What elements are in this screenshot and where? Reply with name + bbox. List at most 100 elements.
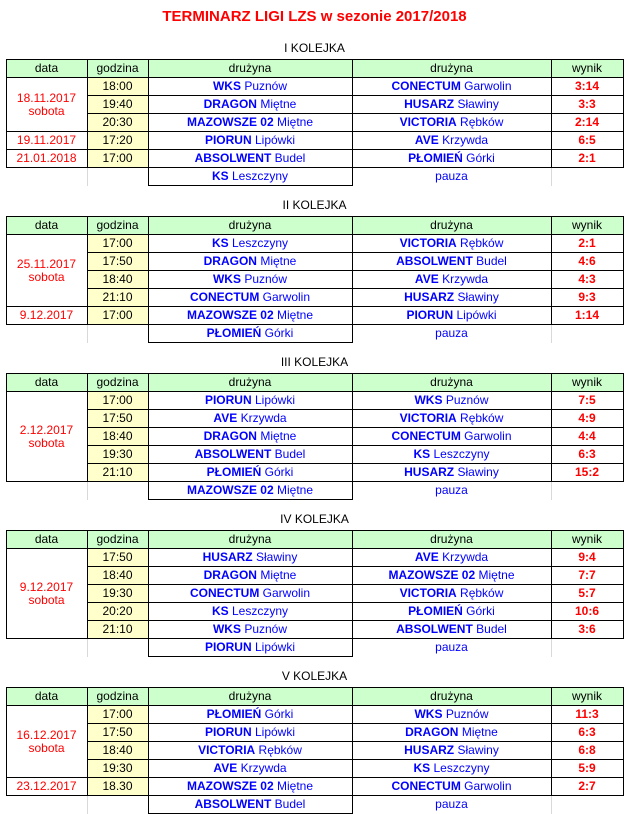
score-cell: 3:3: [550, 95, 624, 114]
match-row: 18.11.2017 sobota 18:00 WKS Puznów CONECT…: [5, 77, 624, 132]
away-team-cell: HUSARZ Sławiny: [351, 463, 552, 482]
away-team-cell: DRAGON Miętne: [351, 723, 552, 742]
round-label-4: IV KOLEJKA: [280, 512, 349, 526]
home-team-cell: CONECTUM Garwolin: [147, 288, 353, 307]
pauza-spacer: [87, 481, 148, 500]
col-header-druzyna-away: drużyna: [351, 373, 552, 392]
match-row: 21:10 CONECTUM Garwolin HUSARZ Sławiny 9…: [6, 288, 624, 307]
col-header-godzina: godzina: [86, 530, 149, 549]
col-header-godzina: godzina: [86, 216, 149, 235]
match-row: 20:30 MAZOWSZE 02 Miętne VICTORIA Rębków…: [6, 113, 624, 132]
home-team-cell: VICTORIA Rębków: [147, 741, 353, 760]
day-text: sobota: [28, 740, 65, 755]
col-header-data: data: [5, 530, 88, 549]
pauza-label-cell: pauza: [435, 169, 468, 184]
away-team-cell: CONECTUM Garwolin: [351, 427, 552, 446]
table-header-row: data godzina drużyna drużyna wynik: [5, 59, 624, 78]
score-cell: 1:14: [550, 306, 624, 325]
score-cell: 10:6: [550, 602, 624, 621]
date-cell: 23.12.2017: [5, 777, 88, 796]
time-cell: 17:00: [86, 306, 149, 325]
pauza-team-cell: ABSOLWENT Budel: [147, 795, 353, 814]
away-team-cell: ABSOLWENT Budel: [351, 620, 552, 639]
home-team-cell: PIORUN Lipówki: [147, 131, 353, 150]
col-header-druzyna-away: drużyna: [351, 59, 552, 78]
match-row: 17:50 DRAGON Miętne ABSOLWENT Budel 4:6: [6, 252, 624, 271]
score-cell: 9:3: [550, 288, 624, 307]
time-cell: 17:50: [86, 548, 149, 567]
home-team-cell: DRAGON Miętne: [147, 252, 353, 271]
col-header-wynik: wynik: [550, 216, 624, 235]
pauza-team-cell: PIORUN Lipówki: [147, 638, 353, 657]
pauza-row: MAZOWSZE 02 Miętne pauza: [6, 481, 623, 500]
col-header-data: data: [5, 373, 88, 392]
home-team-cell: CONECTUM Garwolin: [147, 584, 353, 603]
away-team-cell: ABSOLWENT Budel: [351, 252, 552, 271]
away-team-cell: CONECTUM Garwolin: [351, 77, 552, 96]
away-team-cell: PIORUN Lipówki: [351, 306, 552, 325]
away-team-cell: PŁOMIEŃ Górki: [351, 602, 552, 621]
pauza-spacer: [87, 795, 148, 814]
away-team-cell: WKS Puznów: [351, 391, 552, 410]
time-cell: 17:50: [86, 252, 149, 271]
pauza-spacer: [550, 638, 623, 657]
home-team-cell: ABSOLWENT Budel: [147, 149, 353, 168]
pauza-spacer: [6, 795, 88, 814]
col-header-godzina: godzina: [86, 687, 149, 706]
away-team-cell: CONECTUM Garwolin: [351, 777, 552, 796]
home-team-cell: PŁOMIEŃ Górki: [147, 463, 353, 482]
home-team-cell: MAZOWSZE 02 Miętne: [147, 777, 353, 796]
date-cell: 9.12.2017: [5, 306, 88, 325]
time-cell: 17:50: [86, 409, 149, 428]
pauza-spacer: [550, 795, 623, 814]
schedule-table-round-4: data godzina drużyna drużyna wynik 9.12.…: [5, 530, 624, 657]
pauza-row: PŁOMIEŃ Górki pauza: [6, 324, 623, 343]
schedule-table-round-2: data godzina drużyna drużyna wynik 25.11…: [5, 216, 624, 343]
schedule-table-round-5: data godzina drużyna drużyna wynik 16.12…: [5, 687, 624, 814]
pauza-row: ABSOLWENT Budel pauza: [6, 795, 623, 814]
time-cell: 21:10: [86, 620, 149, 639]
time-cell: 17:50: [86, 723, 149, 742]
time-cell: 17:00: [86, 149, 149, 168]
home-team-cell: MAZOWSZE 02 Miętne: [147, 113, 353, 132]
date-text: 18.11.2017: [16, 90, 77, 105]
time-cell: 21:10: [86, 288, 149, 307]
date-cell: 18.11.2017 sobota: [5, 77, 88, 132]
home-team-cell: ABSOLWENT Budel: [147, 445, 353, 464]
pauza-spacer: [6, 481, 88, 500]
pauza-spacer: [87, 324, 148, 343]
home-team-cell: WKS Puznów: [147, 620, 353, 639]
pauza-spacer: [6, 167, 88, 186]
pauza-label-cell: pauza: [435, 326, 468, 341]
pauza-team-cell: PŁOMIEŃ Górki: [147, 324, 353, 343]
time-cell: 20:20: [86, 602, 149, 621]
match-row: 19:30 CONECTUM Garwolin VICTORIA Rębków …: [6, 584, 624, 603]
score-cell: 2:1: [550, 149, 624, 168]
away-team-cell: HUSARZ Sławiny: [351, 288, 552, 307]
score-cell: 2:7: [550, 777, 624, 796]
date-text: 19.11.2017: [16, 133, 77, 147]
home-team-cell: PŁOMIEŃ Górki: [147, 705, 353, 724]
pauza-spacer: [550, 167, 623, 186]
pauza-row: KS Leszczyny pauza: [6, 167, 623, 186]
schedule-table-round-1: data godzina drużyna drużyna wynik 18.11…: [5, 59, 624, 186]
col-header-data: data: [5, 59, 88, 78]
home-team-cell: HUSARZ Sławiny: [147, 548, 353, 567]
time-cell: 18:40: [86, 741, 149, 760]
home-team-cell: KS Leszczyny: [147, 602, 353, 621]
away-team-cell: KS Leszczyny: [351, 759, 552, 778]
score-cell: 2:14: [550, 113, 624, 132]
match-row: 21:10 WKS Puznów ABSOLWENT Budel 3:6: [6, 620, 624, 639]
time-cell: 18:00: [86, 77, 149, 96]
col-header-druzyna-home: drużyna: [147, 687, 353, 706]
away-team-cell: AVE Krzywda: [351, 548, 552, 567]
score-cell: 4:4: [550, 427, 624, 446]
date-text: 23.12.2017: [16, 779, 77, 793]
score-cell: 4:6: [550, 252, 624, 271]
date-text: 16.12.2017: [16, 727, 77, 742]
date-cell: 21.01.2018: [5, 149, 88, 168]
pauza-spacer: [550, 324, 623, 343]
time-cell: 17:00: [86, 234, 149, 253]
match-row: 18:40 DRAGON Miętne CONECTUM Garwolin 4:…: [6, 427, 624, 446]
home-team-cell: WKS Puznów: [147, 77, 353, 96]
